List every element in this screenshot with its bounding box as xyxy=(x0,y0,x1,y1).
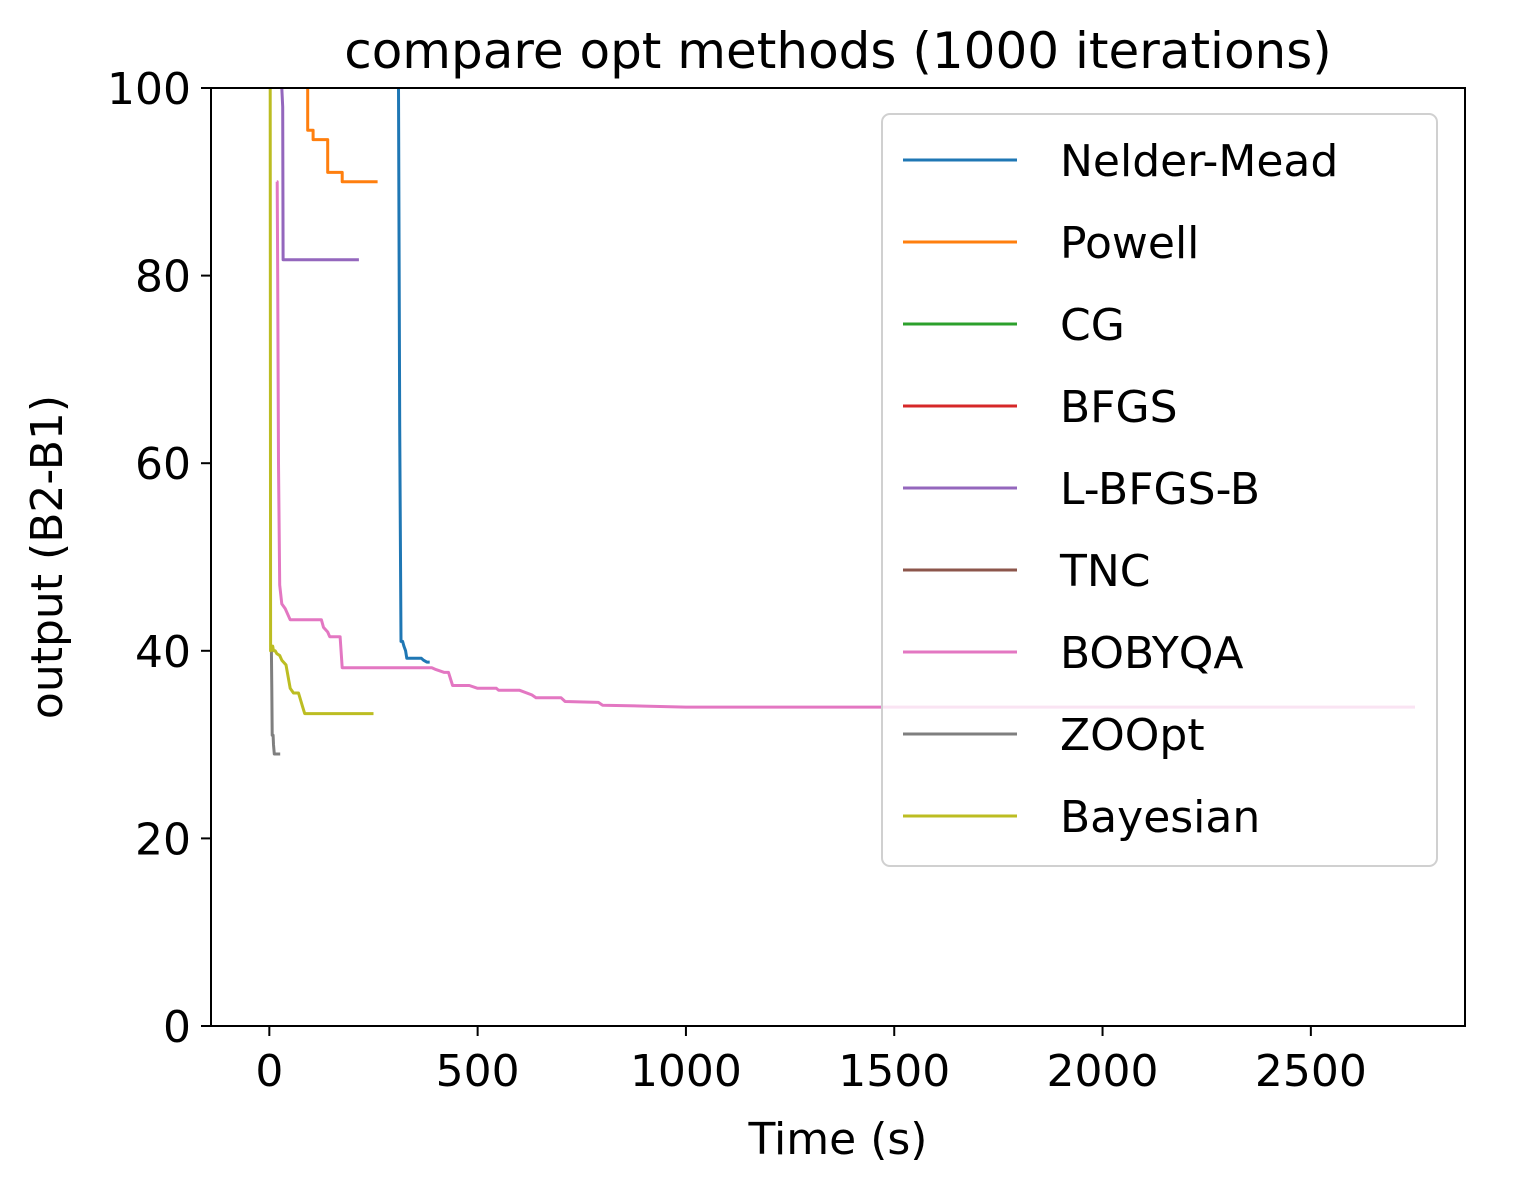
legend-label-l-bfgs-b: L-BFGS-B xyxy=(1060,464,1260,515)
x-tick-label: 2000 xyxy=(1047,1046,1159,1097)
legend-label-powell: Powell xyxy=(1060,218,1199,269)
y-axis-label: output (B2-B1) xyxy=(22,395,73,719)
legend: Nelder-Mead Powell CG BFGS L-BFGS-B TNC BOBYQA… xyxy=(881,113,1438,867)
series-line-bayesian xyxy=(268,88,374,716)
x-tick-label: 1500 xyxy=(838,1046,950,1097)
x-tick-label: 2500 xyxy=(1255,1046,1367,1097)
y-tick-label: 60 xyxy=(135,439,191,490)
series-line-nelder-mead xyxy=(397,88,430,664)
y-tick-label: 40 xyxy=(135,627,191,678)
legend-box xyxy=(881,113,1438,867)
y-tick-label: 20 xyxy=(135,814,191,865)
y-tick-label: 0 xyxy=(163,1002,191,1053)
series-line-bobyqa xyxy=(275,180,1415,709)
x-tick-label: 500 xyxy=(436,1046,520,1097)
legend-label-tnc: TNC xyxy=(1059,546,1151,597)
x-axis-label: Time (s) xyxy=(748,1114,928,1165)
series-line-zoopt xyxy=(269,650,281,756)
y-tick-label: 80 xyxy=(135,252,191,303)
legend-label-bfgs: BFGS xyxy=(1060,382,1178,433)
series-line-powell xyxy=(306,88,378,184)
x-axis-ticks: 0 500 1000 1500 2000 2500 xyxy=(255,1026,1367,1097)
legend-label-cg: CG xyxy=(1060,300,1125,351)
legend-label-nelder-mead: Nelder-Mead xyxy=(1060,136,1338,187)
legend-label-bobyqa: BOBYQA xyxy=(1060,628,1243,679)
x-tick-label: 1000 xyxy=(630,1046,742,1097)
series-line-l-bfgs-b xyxy=(280,88,359,262)
plot-frame xyxy=(210,87,1466,1027)
y-tick-label: 100 xyxy=(107,64,191,115)
chart-title: compare opt methods (1000 iterations) xyxy=(344,22,1332,80)
legend-label-bayesian: Bayesian xyxy=(1060,792,1260,843)
y-axis-ticks: 0 20 40 60 80 100 xyxy=(107,64,211,1053)
legend-label-zoopt: ZOOpt xyxy=(1060,710,1205,761)
x-tick-label: 0 xyxy=(255,1046,283,1097)
series-layer xyxy=(268,88,1415,756)
